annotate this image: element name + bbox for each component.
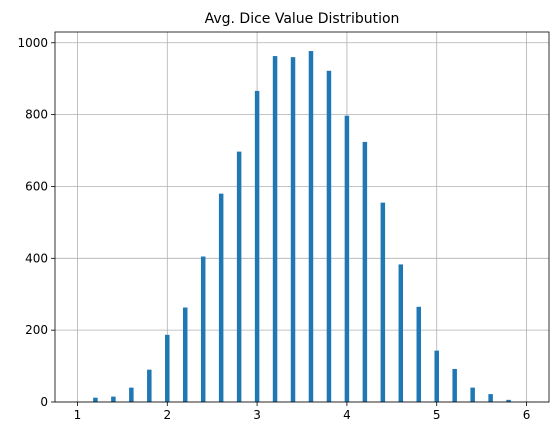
histogram-bar xyxy=(470,387,475,402)
y-tick-label: 600 xyxy=(25,179,48,193)
histogram-bar xyxy=(434,350,439,402)
histogram-bar xyxy=(254,90,260,402)
histogram-bar xyxy=(111,396,116,402)
axes-frame xyxy=(54,31,550,403)
histogram-bar xyxy=(290,57,296,402)
ticks-layer: 1 2 3 4 5 6 0 200 400 600 800 1000 xyxy=(17,36,530,422)
y-tick-label: 0 xyxy=(40,395,48,409)
histogram-bar xyxy=(147,369,152,402)
histogram-bar xyxy=(236,151,242,402)
histogram-bar xyxy=(272,56,278,402)
histogram-bar xyxy=(344,115,350,402)
x-tick-label: 3 xyxy=(253,408,261,422)
x-tick-label: 6 xyxy=(523,408,531,422)
y-tick-label: 400 xyxy=(25,251,48,265)
y-tick-label: 800 xyxy=(25,108,48,122)
histogram-bar xyxy=(182,307,188,402)
histogram-bar xyxy=(308,51,314,403)
histogram-bar xyxy=(165,334,170,402)
histogram-bar xyxy=(488,394,493,402)
x-tick-label: 4 xyxy=(343,408,351,422)
histogram-bar xyxy=(362,141,368,402)
y-tick-label: 200 xyxy=(25,323,48,337)
bars-layer xyxy=(75,51,529,403)
histogram-bar xyxy=(129,387,134,402)
histogram-bar xyxy=(93,397,98,402)
histogram-bar xyxy=(416,306,422,402)
histogram-bar xyxy=(200,256,206,402)
x-tick-label: 5 xyxy=(433,408,441,422)
histogram-bar xyxy=(452,368,457,402)
histogram-bar xyxy=(326,70,332,403)
grid-layer xyxy=(55,32,549,403)
histogram-bar xyxy=(506,399,511,402)
histogram-bar xyxy=(398,264,404,402)
chart-title: Avg. Dice Value Distribution xyxy=(205,11,400,27)
y-tick-label: 1000 xyxy=(17,36,48,50)
x-tick-label: 1 xyxy=(74,408,82,422)
histogram-bar xyxy=(218,193,224,402)
x-tick-label: 2 xyxy=(163,408,171,422)
histogram-bar xyxy=(380,202,386,402)
